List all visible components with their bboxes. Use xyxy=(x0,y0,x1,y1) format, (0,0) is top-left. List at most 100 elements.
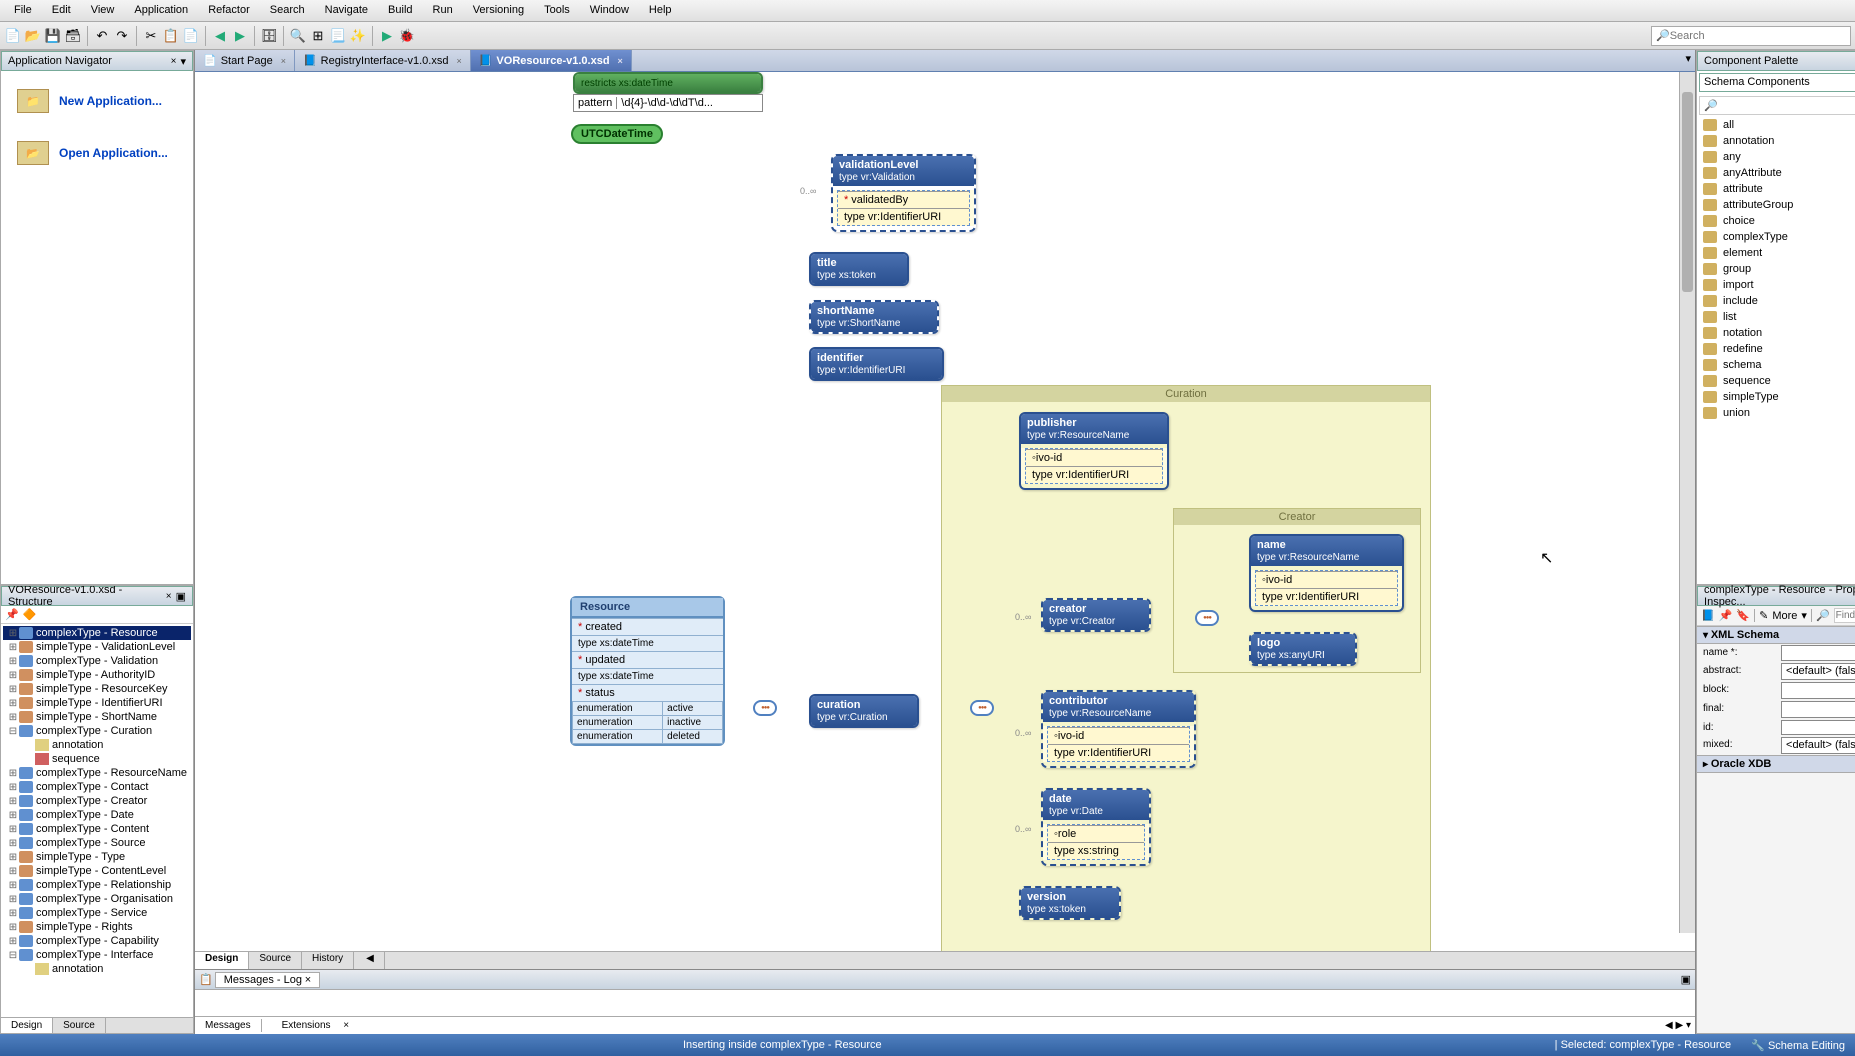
palette-item[interactable]: union xyxy=(1697,405,1855,421)
palette-item[interactable]: list xyxy=(1697,309,1855,325)
tree-item[interactable]: ⊞simpleType - IdentifierURI xyxy=(3,696,191,710)
node-publisher[interactable]: publisher type vr:ResourceName ◦ ivo-id … xyxy=(1019,412,1169,490)
resource-entity[interactable]: Resource * created type xs:dateTime * up… xyxy=(570,596,725,746)
debug-icon[interactable]: 🐞 xyxy=(398,27,416,45)
pi-section-xml[interactable]: ▾ XML Schema xyxy=(1697,626,1855,644)
pi-section-xdb[interactable]: ▸ Oracle XDB xyxy=(1697,755,1855,773)
global-search[interactable]: 🔎 xyxy=(1651,26,1851,46)
msg-btm-extensions[interactable]: Extensions × xyxy=(261,1019,360,1032)
tree-item-child[interactable]: sequence xyxy=(3,752,191,766)
palette-item[interactable]: complexType xyxy=(1697,229,1855,245)
tree-item[interactable]: ⊞simpleType - Type xyxy=(3,850,191,864)
node-short-name[interactable]: shortName type vr:ShortName xyxy=(809,300,939,334)
menu-help[interactable]: Help xyxy=(639,2,682,19)
palette-item[interactable]: anyAttribute xyxy=(1697,165,1855,181)
tree-item[interactable]: ⊞simpleType - ResourceKey xyxy=(3,682,191,696)
diag-tab-history[interactable]: History xyxy=(302,952,354,969)
node-identifier[interactable]: identifier type vr:IdentifierURI xyxy=(809,347,944,381)
paste-icon[interactable]: 📄 xyxy=(182,27,200,45)
filter-icon[interactable]: 🔶 xyxy=(23,608,37,621)
menu-run[interactable]: Run xyxy=(423,2,463,19)
node-contributor[interactable]: contributor type vr:ResourceName ◦ ivo-i… xyxy=(1041,690,1196,768)
save-all-icon[interactable]: 🗃 xyxy=(64,27,82,45)
palette-item[interactable]: attributeGroup xyxy=(1697,197,1855,213)
node-logo[interactable]: logo type xs:anyURI xyxy=(1249,632,1357,666)
palette-item[interactable]: any xyxy=(1697,149,1855,165)
schema-diagram-canvas[interactable]: restricts xs:dateTime pattern \d{4}-\d\d… xyxy=(195,72,1695,951)
tab-close-icon[interactable]: × xyxy=(618,56,623,66)
menu-refactor[interactable]: Refactor xyxy=(198,2,260,19)
palette-item[interactable]: simpleType xyxy=(1697,389,1855,405)
tree-item[interactable]: ⊞complexType - Source xyxy=(3,836,191,850)
palette-item[interactable]: all xyxy=(1697,117,1855,133)
pi-icon[interactable]: 📘 xyxy=(1701,609,1715,622)
messages-max-icon[interactable]: ▣ xyxy=(1681,973,1691,986)
palette-dropdown[interactable]: Schema Components ▾ xyxy=(1699,73,1855,92)
menu-build[interactable]: Build xyxy=(378,2,422,19)
tree-item[interactable]: ⊞simpleType - AuthorityID xyxy=(3,668,191,682)
menu-search[interactable]: Search xyxy=(260,2,315,19)
tree-item-child[interactable]: annotation xyxy=(3,962,191,976)
palette-item[interactable]: group xyxy=(1697,261,1855,277)
diag-tab-design[interactable]: Design xyxy=(195,952,249,969)
new-icon[interactable]: 📄 xyxy=(4,27,22,45)
open-application-link[interactable]: Open Application... xyxy=(59,146,168,160)
save-icon[interactable]: 💾 xyxy=(44,27,62,45)
tree-item[interactable]: ⊞complexType - Contact xyxy=(3,780,191,794)
pi-edit-icon[interactable]: ✎ xyxy=(1754,609,1768,622)
node-name-element[interactable]: name type vr:ResourceName ◦ ivo-id type … xyxy=(1249,534,1404,612)
prop-block-value[interactable]: ▾ xyxy=(1781,682,1855,699)
tree-item[interactable]: ⊞complexType - Creator xyxy=(3,794,191,808)
tabs-dropdown-icon[interactable]: ▾ xyxy=(1681,50,1695,71)
node-title[interactable]: title type xs:token xyxy=(809,252,909,286)
back-icon[interactable]: ◀ xyxy=(211,27,229,45)
tree-item[interactable]: ⊞complexType - Content xyxy=(3,822,191,836)
palette-search[interactable]: 🔎 ➕ xyxy=(1699,96,1855,115)
grid-icon[interactable]: ⊞ xyxy=(309,27,327,45)
node-utc-datetime[interactable]: UTCDateTime xyxy=(571,124,663,144)
redo-icon[interactable]: ↷ xyxy=(113,27,131,45)
menu-window[interactable]: Window xyxy=(580,2,639,19)
tab-close-icon[interactable]: × xyxy=(281,56,286,66)
palette-item[interactable]: schema xyxy=(1697,357,1855,373)
tree-item[interactable]: ⊞simpleType - ShortName xyxy=(3,710,191,724)
search-input[interactable] xyxy=(1670,30,1846,42)
open-application-item[interactable]: 📂 Open Application... xyxy=(9,131,185,175)
doc-icon[interactable]: 📃 xyxy=(329,27,347,45)
pi-icon2[interactable]: 🔖 xyxy=(1736,609,1750,622)
palette-item[interactable]: include xyxy=(1697,293,1855,309)
pin-icon[interactable]: 📌 xyxy=(1719,609,1733,622)
tree-item[interactable]: ⊞complexType - ResourceName xyxy=(3,766,191,780)
palette-item[interactable]: notation xyxy=(1697,325,1855,341)
structure-tree[interactable]: ⊞complexType - Resource⊞simpleType - Val… xyxy=(1,624,193,1017)
wiz-icon[interactable]: ✨ xyxy=(349,27,367,45)
palette-item[interactable]: sequence xyxy=(1697,373,1855,389)
palette-item[interactable]: annotation xyxy=(1697,133,1855,149)
copy-icon[interactable]: 📋 xyxy=(162,27,180,45)
menu-tools[interactable]: Tools xyxy=(534,2,580,19)
structure-min-icon[interactable]: ▣ xyxy=(176,590,186,603)
tree-item[interactable]: ⊞simpleType - ValidationLevel xyxy=(3,640,191,654)
prop-id-value[interactable] xyxy=(1781,720,1855,735)
node-curation[interactable]: curation type vr:Curation xyxy=(809,694,919,728)
tree-item[interactable]: ⊞simpleType - ContentLevel xyxy=(3,864,191,878)
node-validation-level[interactable]: validationLevel type vr:Validation *vali… xyxy=(831,154,976,232)
node-version[interactable]: version type xs:token xyxy=(1019,886,1121,920)
zoom-icon[interactable]: 🔍 xyxy=(289,27,307,45)
prop-mixed-value[interactable]: <default> (false)▾ xyxy=(1781,737,1855,754)
structure-close-icon[interactable]: × xyxy=(166,591,172,602)
tree-item[interactable]: ⊞simpleType - Rights xyxy=(3,920,191,934)
menu-edit[interactable]: Edit xyxy=(42,2,81,19)
app-nav-min-icon[interactable]: ▾ xyxy=(180,55,186,68)
db-icon[interactable]: 🗄 xyxy=(260,27,278,45)
tree-item[interactable]: ⊞complexType - Service xyxy=(3,906,191,920)
menu-application[interactable]: Application xyxy=(124,2,198,19)
palette-item[interactable]: choice xyxy=(1697,213,1855,229)
struct-tab-design[interactable]: Design xyxy=(1,1018,53,1033)
run-icon[interactable]: ▶ xyxy=(378,27,396,45)
palette-item[interactable]: attribute xyxy=(1697,181,1855,197)
prop-final-value[interactable]: ▾ xyxy=(1781,701,1855,718)
messages-tab[interactable]: Messages - Log × xyxy=(215,972,320,988)
forward-icon[interactable]: ▶ xyxy=(231,27,249,45)
tree-item[interactable]: ⊞complexType - Organisation xyxy=(3,892,191,906)
